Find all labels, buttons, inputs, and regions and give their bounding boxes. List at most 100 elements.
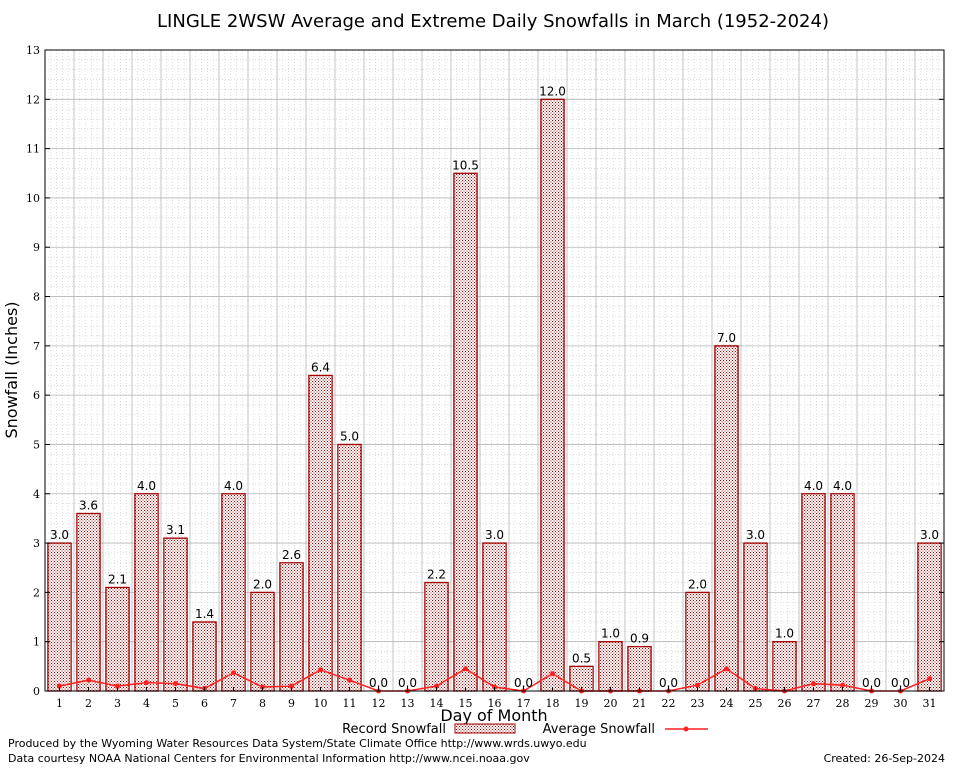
record-bar xyxy=(598,641,623,692)
plot-frame xyxy=(44,49,945,692)
x-tick-label: 27 xyxy=(807,697,821,710)
y-tick-label: 13 xyxy=(26,44,40,57)
legend-average-marker xyxy=(683,726,689,732)
x-tick-label: 4 xyxy=(143,697,150,710)
y-tick-label: 4 xyxy=(33,488,40,501)
legend-record-swatch xyxy=(454,723,516,734)
average-point xyxy=(173,681,178,687)
record-bar xyxy=(453,172,478,692)
record-value-label: 5.0 xyxy=(340,429,359,443)
record-value-label: 4.0 xyxy=(224,479,243,493)
record-value-label: 0.9 xyxy=(630,632,649,646)
record-bar xyxy=(743,542,768,692)
average-point xyxy=(550,671,555,677)
x-tick-label: 31 xyxy=(923,697,937,710)
x-tick-label: 16 xyxy=(488,697,502,710)
average-point xyxy=(318,667,323,673)
record-bar xyxy=(221,493,246,692)
record-bar xyxy=(917,542,942,692)
value-labels: 3.0 3.6 2.1 4.0 3.1 1.4 4.0 2.0 2.6 6.4 5.0 0.0 0.0 2… xyxy=(50,84,939,690)
record-bar xyxy=(47,542,72,692)
record-bar xyxy=(192,621,217,692)
record-bar xyxy=(337,443,362,692)
record-bar xyxy=(482,542,507,692)
record-bar xyxy=(772,641,797,692)
record-value-label: 1.4 xyxy=(195,607,214,621)
average-point xyxy=(347,677,352,683)
x-tick-label: 19 xyxy=(575,697,589,710)
x-tick-label: 17 xyxy=(517,697,531,710)
average-point xyxy=(463,666,468,672)
x-tick-label: 21 xyxy=(633,697,647,710)
record-bars xyxy=(47,98,942,692)
x-tick-label: 22 xyxy=(662,697,676,710)
record-bar xyxy=(540,98,565,692)
average-point xyxy=(840,682,845,688)
x-tick-label: 12 xyxy=(372,697,386,710)
footer-created: Created: 26-Sep-2024 xyxy=(824,752,945,765)
y-tick-label: 2 xyxy=(33,586,40,599)
y-tick-label: 7 xyxy=(33,340,40,353)
record-value-label: 2.2 xyxy=(427,568,446,582)
x-tick-label: 30 xyxy=(894,697,908,710)
y-tick-label: 3 xyxy=(33,537,40,550)
record-bar xyxy=(714,345,739,692)
x-tick-label: 9 xyxy=(288,697,295,710)
average-point xyxy=(57,683,62,689)
record-bar xyxy=(308,374,333,692)
y-tick-label: 0 xyxy=(33,685,40,698)
record-bar xyxy=(830,493,855,692)
record-value-label: 2.0 xyxy=(688,577,707,591)
average-point xyxy=(289,683,294,689)
record-bar xyxy=(424,581,449,692)
record-bar xyxy=(163,537,188,692)
record-value-label: 3.0 xyxy=(746,528,765,542)
legend: Record Snowfall Average Snowfall xyxy=(342,722,708,737)
record-bar xyxy=(685,591,710,692)
average-point xyxy=(115,683,120,689)
record-value-label: 10.5 xyxy=(452,158,479,172)
x-tick-label: 25 xyxy=(749,697,763,710)
record-value-label: 0.0 xyxy=(369,676,388,690)
x-tick-label: 1 xyxy=(56,697,63,710)
record-value-label: 3.1 xyxy=(166,523,185,537)
chart-title: LINGLE 2WSW Average and Extreme Daily Sn… xyxy=(157,11,829,32)
x-axis-label: Day of Month xyxy=(440,706,547,725)
record-value-label: 2.1 xyxy=(108,572,127,586)
average-point xyxy=(724,666,729,672)
average-point xyxy=(695,682,700,688)
record-bar xyxy=(105,586,130,692)
record-value-label: 2.6 xyxy=(282,548,301,562)
record-value-label: 0.0 xyxy=(862,676,881,690)
y-tick-label: 11 xyxy=(26,143,40,156)
x-tick-label: 3 xyxy=(114,697,121,710)
record-value-label: 7.0 xyxy=(717,331,736,345)
record-bar xyxy=(627,645,652,692)
record-value-label: 3.0 xyxy=(920,528,939,542)
x-tick-label: 15 xyxy=(459,697,473,710)
x-tick-label: 7 xyxy=(230,697,237,710)
x-tick-label: 20 xyxy=(604,697,618,710)
record-value-label: 4.0 xyxy=(833,479,852,493)
average-point xyxy=(231,670,236,676)
y-tick-label: 5 xyxy=(33,438,40,451)
x-tick-label: 11 xyxy=(343,697,357,710)
x-tick-label: 24 xyxy=(720,697,734,710)
average-point xyxy=(144,680,149,686)
record-bar xyxy=(76,512,101,692)
record-value-label: 0.0 xyxy=(891,676,910,690)
average-point xyxy=(811,681,816,687)
legend-average-label: Average Snowfall xyxy=(543,722,655,737)
record-bar xyxy=(279,562,304,692)
record-value-label: 0.0 xyxy=(659,676,678,690)
x-tick-label: 6 xyxy=(201,697,208,710)
footer-courtesy: Data courtesy NOAA National Centers for … xyxy=(8,752,530,765)
record-value-label: 4.0 xyxy=(804,479,823,493)
record-value-label: 6.4 xyxy=(311,360,330,374)
record-value-label: 2.0 xyxy=(253,577,272,591)
y-tick-label: 9 xyxy=(33,241,40,254)
footer-produced-by: Produced by the Wyoming Water Resources … xyxy=(8,737,587,750)
record-value-label: 12.0 xyxy=(539,84,566,98)
